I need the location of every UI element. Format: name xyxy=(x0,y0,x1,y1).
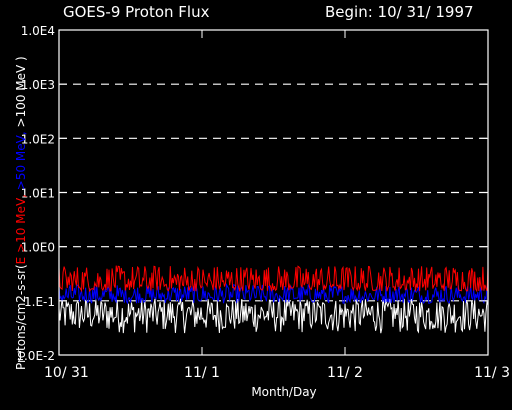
y-axis-label: Protons/cm2-s-sr(E >10 MeV, >50 MeV, >10… xyxy=(14,56,28,370)
y-tick-labels: 1.0E-2 1.E-1 1.0E0 1.0E1 1.0E2 1.0E3 1.0E4 xyxy=(16,24,55,363)
chart-series xyxy=(58,265,489,334)
chart-axes xyxy=(58,29,489,356)
begin-date-label: Begin: 10/ 31/ 1997 xyxy=(325,3,474,21)
x-tick-label: 11/ 2 xyxy=(327,365,363,381)
x-tick-labels: 10/ 31 11/ 1 11/ 2 11/ 3 xyxy=(44,365,510,381)
x-axis-label: Month/Day xyxy=(251,385,316,399)
y-tick-label: 1.0E-2 xyxy=(16,349,55,363)
y-tick-label: 1.0E2 xyxy=(21,132,55,146)
x-tick-label: 10/ 31 xyxy=(44,365,89,381)
x-tick-label: 11/ 3 xyxy=(474,365,510,381)
y-axis-label-part: >100 MeV ) xyxy=(14,56,28,131)
x-tick-label: 11/ 1 xyxy=(184,365,220,381)
chart-title: GOES-9 Proton Flux xyxy=(63,3,210,21)
series-line xyxy=(58,282,489,305)
y-tick-label: 1.0E4 xyxy=(21,24,55,38)
y-axis-label-part: Protons/cm2-s-sr( xyxy=(14,264,28,370)
chart-grid xyxy=(59,83,488,302)
y-tick-label: 1.E-1 xyxy=(24,295,55,309)
series-line xyxy=(58,265,489,293)
y-tick-label: 1.0E1 xyxy=(21,187,55,201)
y-tick-label: 1.0E0 xyxy=(21,241,55,255)
y-axis-label-part: >50 MeV, xyxy=(14,131,28,194)
y-tick-label: 1.0E3 xyxy=(21,78,55,92)
y-axis-label-part: E >10 MeV, xyxy=(14,194,28,264)
